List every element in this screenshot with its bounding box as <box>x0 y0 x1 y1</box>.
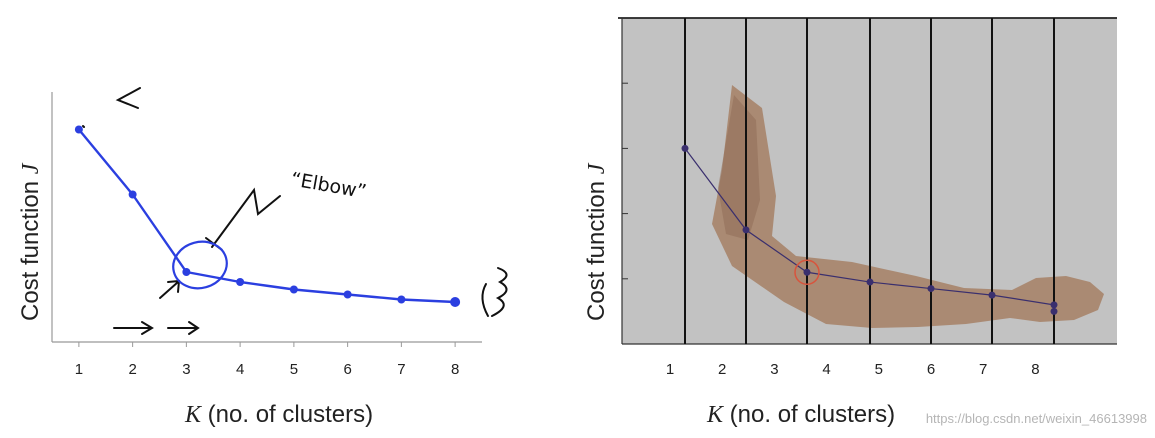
step-arrow-2 <box>167 321 200 335</box>
right-data-point <box>803 268 811 276</box>
left-x-axis-label: (no. of clusters) <box>201 401 373 428</box>
right-x-tick-label: 1 <box>666 361 674 378</box>
right-x-tick-label: 2 <box>718 361 726 378</box>
left-x-tick-label: 2 <box>128 361 136 378</box>
right-x-tick-label: 8 <box>1031 361 1039 378</box>
dot-mark <box>82 125 85 128</box>
left-x-tick-label: 4 <box>236 361 244 378</box>
left-data-point <box>74 125 83 134</box>
left-data-point <box>182 268 191 276</box>
right-data-point <box>1050 301 1058 309</box>
right-data-point <box>927 285 935 293</box>
right-series-line <box>684 148 1055 312</box>
arrow-mark-k1 <box>115 87 141 109</box>
right-data-point <box>742 226 750 234</box>
right-x-axis-title: K (no. of clusters) <box>706 401 895 428</box>
right-x-tick-label: 7 <box>979 361 987 378</box>
right-x-axis-label: (no. of clusters) <box>723 401 895 428</box>
brace-mark <box>491 267 508 317</box>
left-y-axis-title: Cost function J <box>17 162 44 321</box>
step-arrow-1 <box>113 321 154 335</box>
elbow-highlight-circle <box>794 259 820 286</box>
right-elbow-chart: 1 2 3 4 5 6 7 8 K (no. of clusters) Cost functi… <box>583 17 1117 428</box>
right-x-tick-label: 4 <box>822 361 830 378</box>
left-x-tick-label: 1 <box>75 361 83 378</box>
left-x-tick-label: 6 <box>343 361 351 378</box>
right-x-ticks: 1 2 3 4 5 6 7 8 <box>666 361 1040 378</box>
right-x-tick-label: 6 <box>927 361 935 378</box>
arm-shading <box>718 95 760 240</box>
left-data-point <box>128 190 137 199</box>
right-y-tick-marks <box>622 82 628 280</box>
right-x-tick-label: 3 <box>770 361 778 378</box>
right-x-tick-label: 5 <box>875 361 883 378</box>
right-data-point <box>866 278 874 286</box>
right-y-axis-title: Cost function J <box>583 162 610 321</box>
brace-mark-2 <box>481 283 489 317</box>
left-data-point <box>236 278 245 286</box>
lower-arrow-mark <box>159 279 181 299</box>
left-x-ticks: 1 2 3 4 5 6 7 8 <box>75 342 459 378</box>
right-y-axis-var: J <box>584 162 610 174</box>
left-data-point <box>289 285 298 294</box>
left-elbow-chart: 1 2 3 4 5 6 7 8 “Elbow” K (no. of clusters) Cos… <box>17 87 508 428</box>
elbow-annotation: “Elbow” <box>289 168 368 203</box>
right-y-axis-label: Cost function <box>583 174 610 321</box>
left-x-tick-label: 5 <box>290 361 298 378</box>
elbow-circle <box>172 240 228 290</box>
left-x-axis-var: K <box>184 402 203 428</box>
left-handwritten-marks <box>82 87 508 335</box>
arm-image <box>712 85 1104 328</box>
left-x-tick-label: 3 <box>182 361 190 378</box>
right-series-points <box>681 144 1058 315</box>
left-data-point <box>450 297 461 307</box>
right-data-point <box>1050 307 1058 315</box>
left-series-points <box>74 125 461 307</box>
watermark: https://blog.csdn.net/weixin_46613998 <box>926 411 1147 426</box>
right-data-point <box>681 144 689 152</box>
left-y-axis-label: Cost function <box>17 174 44 321</box>
right-data-point <box>988 291 996 299</box>
left-x-tick-label: 8 <box>451 361 459 378</box>
left-x-axis-title: K (no. of clusters) <box>184 401 373 428</box>
left-x-tick-label: 7 <box>397 361 405 378</box>
right-x-axis-var: K <box>706 402 725 428</box>
left-data-point <box>397 295 406 304</box>
left-y-axis-var: J <box>18 162 44 174</box>
left-data-point <box>343 290 352 299</box>
elbow-pointer-line <box>211 187 281 248</box>
left-series-line <box>77 128 457 304</box>
